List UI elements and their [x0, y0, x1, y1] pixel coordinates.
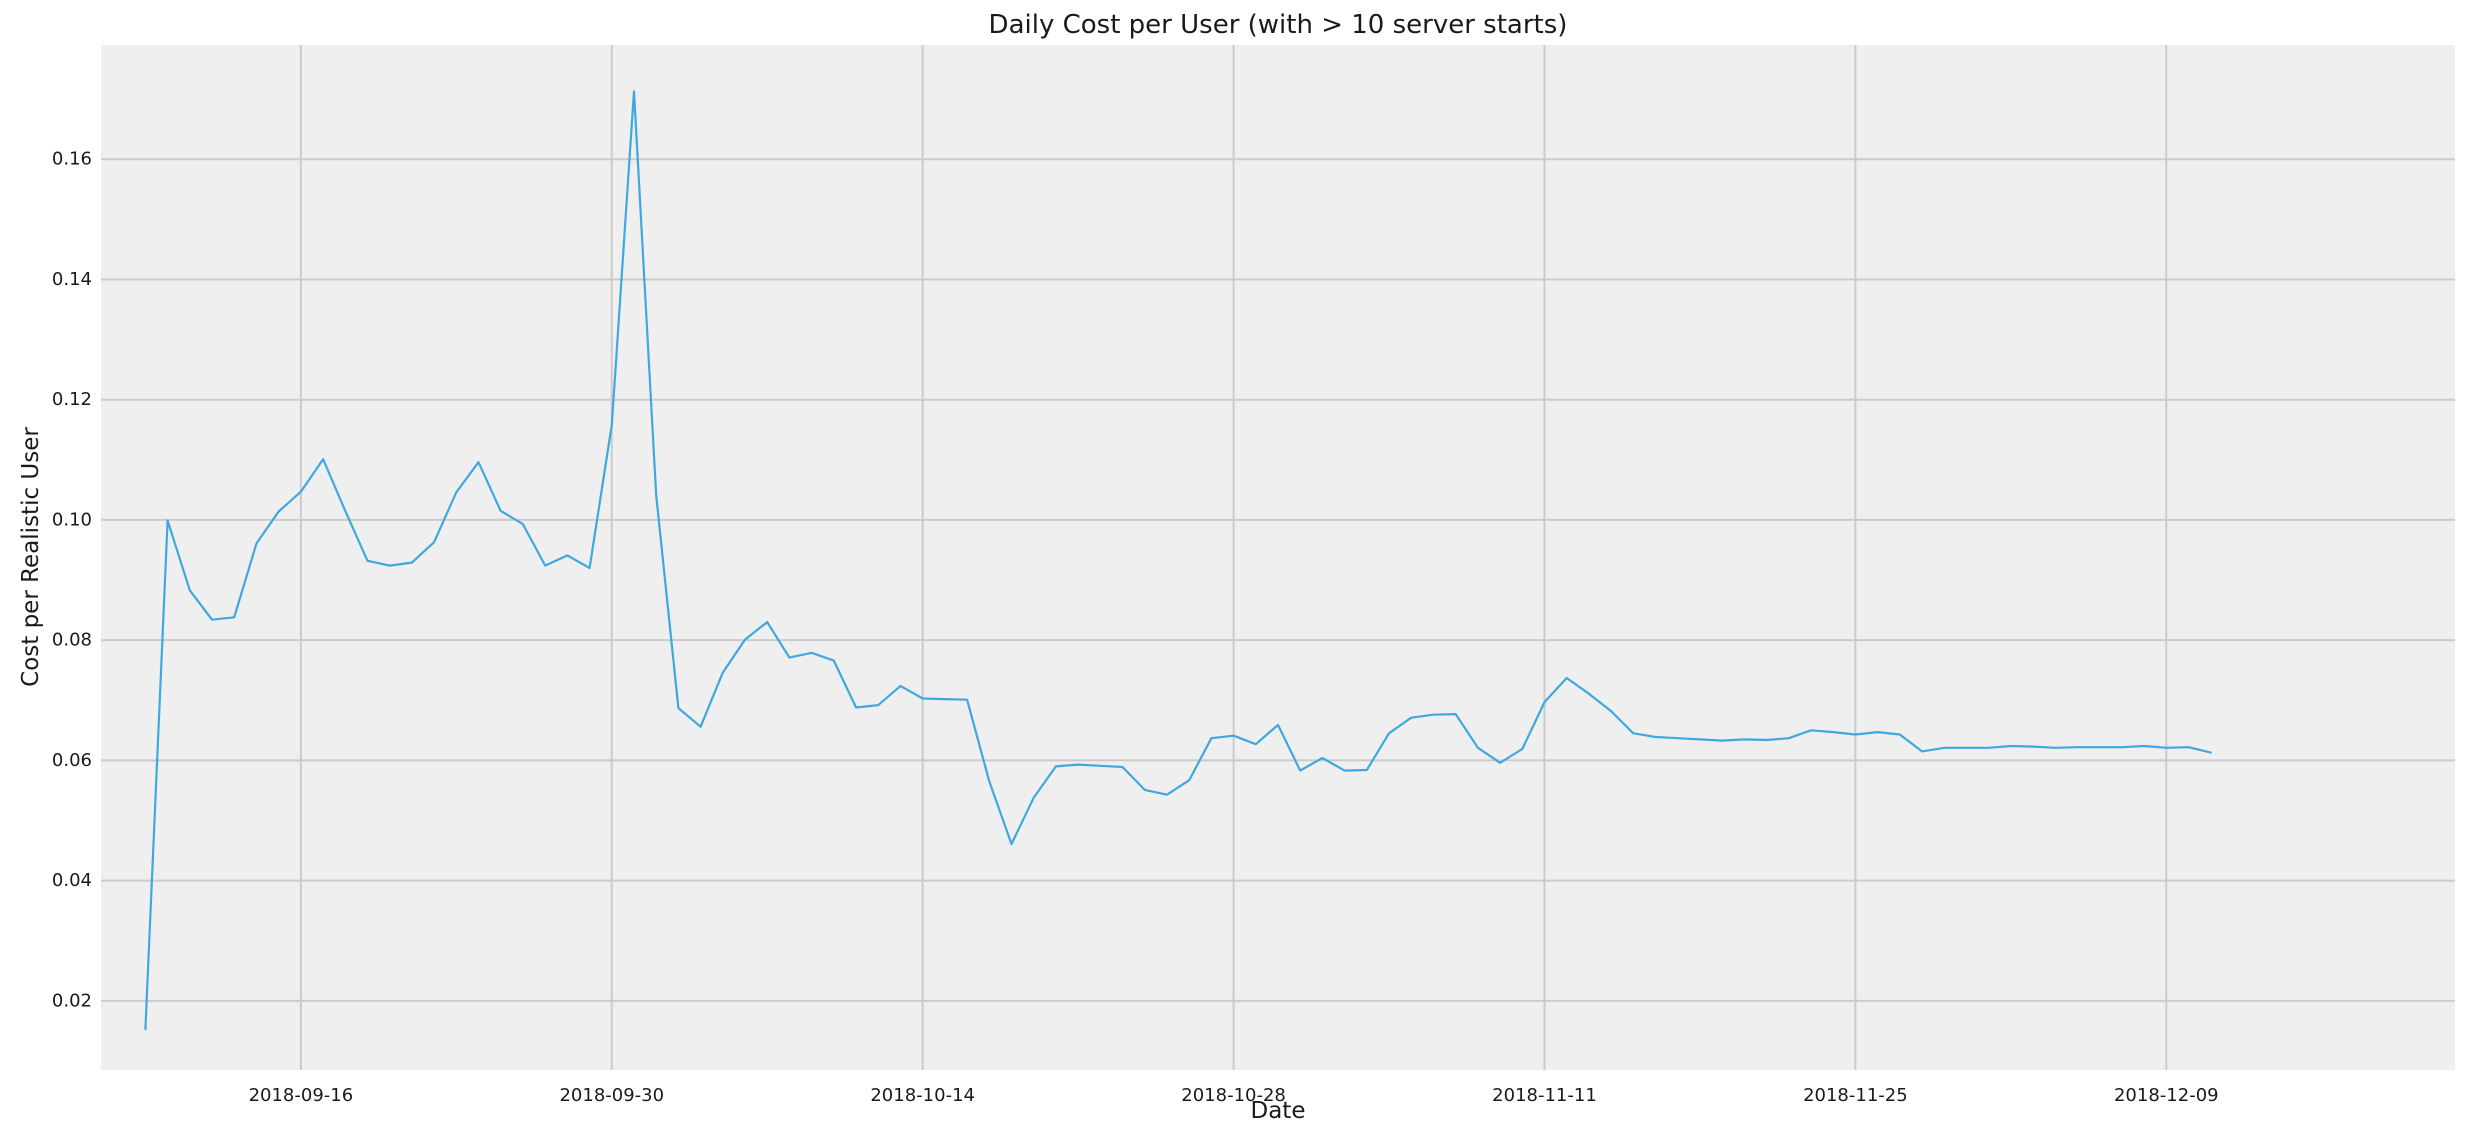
- x-gridlines: [299, 45, 2168, 1070]
- x-tick-label: 2018-11-11: [1492, 1085, 1597, 1106]
- y-tick-label: 0.04: [52, 870, 92, 891]
- chart-title: Daily Cost per User (with > 10 server st…: [989, 10, 1568, 40]
- plot-area: [101, 45, 2455, 1070]
- x-tick-label: 2018-11-25: [1803, 1085, 1908, 1106]
- x-tick-label: 2018-12-09: [2114, 1085, 2219, 1106]
- y-tick-label: 0.08: [52, 630, 92, 651]
- x-tick-label: 2018-09-16: [249, 1085, 354, 1106]
- y-tick-labels: 0.02 0.04 0.06 0.08 0.10 0.12 0.14 0.16: [52, 149, 92, 1012]
- x-axis-label: Date: [1251, 1098, 1306, 1124]
- y-tick-label: 0.10: [52, 509, 92, 530]
- x-tick-label: 2018-10-14: [870, 1085, 975, 1106]
- y-tick-label: 0.16: [52, 149, 92, 170]
- y-tick-label: 0.06: [52, 750, 92, 771]
- y-axis-label: Cost per Realistic User: [18, 427, 44, 687]
- series-line: [144, 90, 2212, 1031]
- y-gridlines: [101, 158, 2455, 1002]
- y-tick-label: 0.12: [52, 389, 92, 410]
- y-tick-label: 0.14: [52, 269, 92, 290]
- series-layer: [144, 90, 2212, 1031]
- x-tick-label: 2018-10-28: [1181, 1085, 1286, 1106]
- x-tick-label: 2018-09-30: [559, 1085, 664, 1106]
- x-tick-labels: 2018-09-16 2018-09-30 2018-10-14 2018-10-28…: [249, 1085, 2219, 1106]
- y-tick-label: 0.02: [52, 990, 92, 1011]
